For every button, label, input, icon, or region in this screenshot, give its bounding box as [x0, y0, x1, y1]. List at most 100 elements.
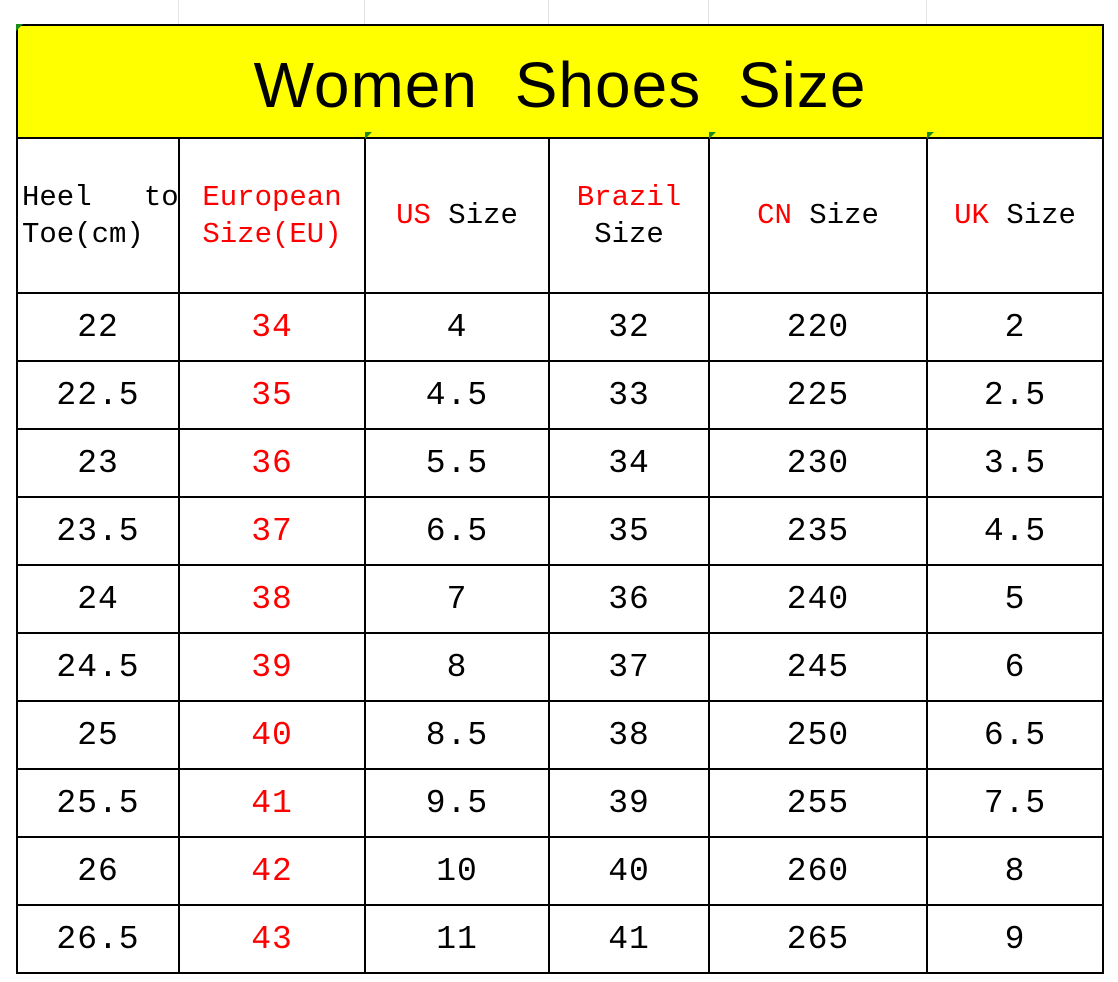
- uk-size-cell: 2.5: [925, 360, 1105, 430]
- header-heel-to-toe: Heel to Toe(cm): [16, 137, 180, 294]
- cell-comment-marker: [709, 132, 716, 139]
- heel-to-toe-cell: 26: [16, 836, 180, 906]
- eu-size-cell: 35: [178, 360, 366, 430]
- header-line: Size(EU): [202, 217, 342, 251]
- header-red: UK: [954, 199, 989, 232]
- uk-size-cell: 8: [925, 836, 1105, 906]
- eu-size-cell: 42: [178, 836, 366, 906]
- us-size-cell: 6.5: [364, 496, 550, 566]
- cn-size-cell: 230: [708, 428, 928, 498]
- header-brazil: Brazil Size: [548, 137, 710, 294]
- brazil-size-cell: 39: [548, 768, 710, 838]
- brazil-size-cell: 36: [548, 564, 710, 634]
- sheet-gridline: [178, 0, 179, 24]
- header-us: US Size: [364, 137, 550, 294]
- cn-size-cell: 220: [708, 292, 928, 362]
- table-row: 23 36 5.5 34 230 3.5: [16, 428, 1105, 498]
- heel-to-toe-cell: 24: [16, 564, 180, 634]
- header-line: European: [202, 180, 342, 214]
- us-size-cell: 7: [364, 564, 550, 634]
- heel-to-toe-cell: 23: [16, 428, 180, 498]
- header-cn: CN Size: [708, 137, 928, 294]
- header-black: Size: [809, 199, 879, 232]
- us-size-cell: 10: [364, 836, 550, 906]
- header-black: Size: [594, 217, 664, 251]
- sheet-gridline: [708, 0, 709, 24]
- heel-to-toe-cell: 23.5: [16, 496, 180, 566]
- header-red: US: [396, 199, 431, 232]
- brazil-size-cell: 37: [548, 632, 710, 702]
- table-body: 22 34 4 32 220 2 22.5 35 4.5 33 225 2.5 23 36 5.5 34 230…: [16, 292, 1105, 974]
- brazil-size-cell: 35: [548, 496, 710, 566]
- brazil-size-cell: 40: [548, 836, 710, 906]
- cn-size-cell: 235: [708, 496, 928, 566]
- brazil-size-cell: 32: [548, 292, 710, 362]
- sheet-gridline: [926, 0, 927, 24]
- table-title: Women Shoes Size: [15, 24, 1105, 139]
- eu-size-cell: 43: [178, 904, 366, 974]
- eu-size-cell: 39: [178, 632, 366, 702]
- uk-size-cell: 7.5: [925, 768, 1105, 838]
- heel-to-toe-cell: 26.5: [16, 904, 180, 974]
- cn-size-cell: 255: [708, 768, 928, 838]
- heel-to-toe-cell: 25: [16, 700, 180, 770]
- header-red: CN: [757, 199, 792, 232]
- size-table: Women Shoes Size Heel to Toe(cm) European…: [15, 24, 1105, 974]
- us-size-cell: 9.5: [364, 768, 550, 838]
- uk-size-cell: 2: [925, 292, 1105, 362]
- table-row: 26 42 10 40 260 8: [16, 836, 1105, 906]
- cn-size-cell: 240: [708, 564, 928, 634]
- eu-size-cell: 34: [178, 292, 366, 362]
- header-european: European Size(EU): [178, 137, 366, 294]
- uk-size-cell: 6.5: [925, 700, 1105, 770]
- uk-size-cell: 3.5: [925, 428, 1105, 498]
- cn-size-cell: 245: [708, 632, 928, 702]
- eu-size-cell: 40: [178, 700, 366, 770]
- cell-comment-marker: [927, 132, 934, 139]
- sheet-gridline: [364, 0, 365, 24]
- table-row: 24 38 7 36 240 5: [16, 564, 1105, 634]
- table-row: 22.5 35 4.5 33 225 2.5: [16, 360, 1105, 430]
- us-size-cell: 5.5: [364, 428, 550, 498]
- heel-to-toe-cell: 22: [16, 292, 180, 362]
- heel-to-toe-cell: 22.5: [16, 360, 180, 430]
- cn-size-cell: 260: [708, 836, 928, 906]
- header-black: Size: [1006, 199, 1076, 232]
- header-line: Heel to: [22, 180, 179, 214]
- heel-to-toe-cell: 25.5: [16, 768, 180, 838]
- header-uk: UK Size: [925, 137, 1105, 294]
- eu-size-cell: 37: [178, 496, 366, 566]
- brazil-size-cell: 38: [548, 700, 710, 770]
- table-row: 25.5 41 9.5 39 255 7.5: [16, 768, 1105, 838]
- uk-size-cell: 4.5: [925, 496, 1105, 566]
- table-row: 25 40 8.5 38 250 6.5: [16, 700, 1105, 770]
- brazil-size-cell: 34: [548, 428, 710, 498]
- sheet-gridline: [548, 0, 549, 24]
- heel-to-toe-cell: 24.5: [16, 632, 180, 702]
- us-size-cell: 8: [364, 632, 550, 702]
- uk-size-cell: 9: [925, 904, 1105, 974]
- header-black: Size: [448, 199, 518, 232]
- header-red: Brazil: [576, 180, 682, 214]
- us-size-cell: 4.5: [364, 360, 550, 430]
- header-line: Toe(cm): [22, 217, 144, 251]
- cn-size-cell: 250: [708, 700, 928, 770]
- cell-comment-marker: [365, 132, 372, 139]
- us-size-cell: 4: [364, 292, 550, 362]
- table-row: 24.5 39 8 37 245 6: [16, 632, 1105, 702]
- eu-size-cell: 36: [178, 428, 366, 498]
- brazil-size-cell: 41: [548, 904, 710, 974]
- uk-size-cell: 6: [925, 632, 1105, 702]
- cn-size-cell: 225: [708, 360, 928, 430]
- cn-size-cell: 265: [708, 904, 928, 974]
- us-size-cell: 8.5: [364, 700, 550, 770]
- us-size-cell: 11: [364, 904, 550, 974]
- table-row: 22 34 4 32 220 2: [16, 292, 1105, 362]
- eu-size-cell: 41: [178, 768, 366, 838]
- table-row: 23.5 37 6.5 35 235 4.5: [16, 496, 1105, 566]
- cell-comment-marker: [16, 24, 23, 31]
- uk-size-cell: 5: [925, 564, 1105, 634]
- table-row: 26.5 43 11 41 265 9: [16, 904, 1105, 974]
- header-row: Heel to Toe(cm) European Size(EU) US Size …: [16, 137, 1105, 294]
- brazil-size-cell: 33: [548, 360, 710, 430]
